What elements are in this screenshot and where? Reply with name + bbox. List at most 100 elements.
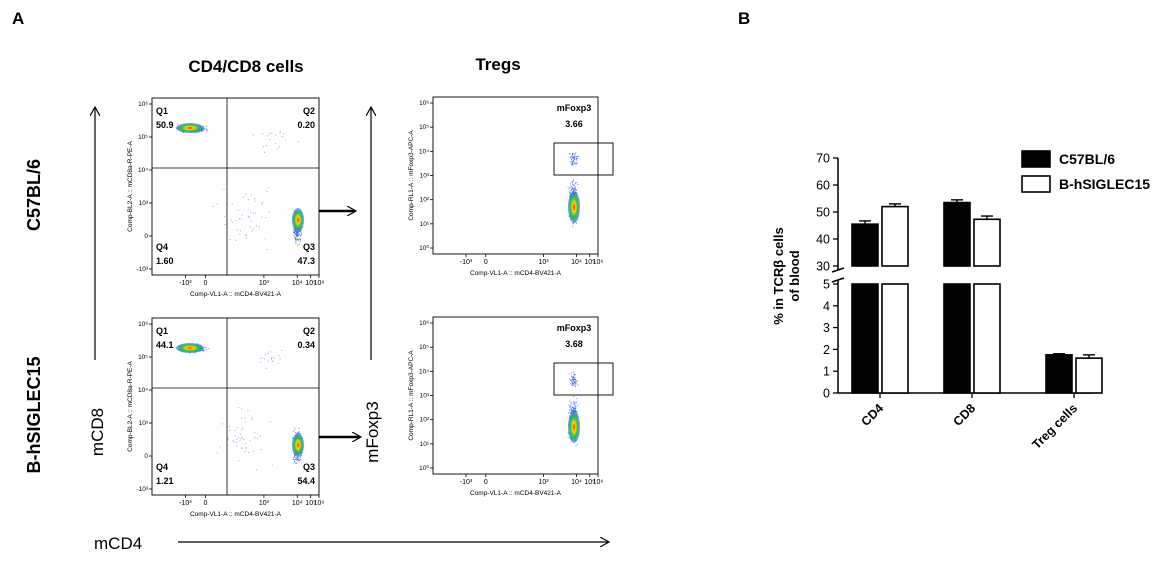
event-dot — [573, 184, 575, 186]
event-dot — [264, 151, 266, 153]
event-dot — [298, 233, 300, 235]
event-dot — [574, 188, 576, 190]
event-dot — [297, 239, 299, 241]
event-dot — [569, 409, 571, 411]
y-tick-label: 10⁶ — [138, 101, 148, 108]
event-dot — [241, 214, 243, 216]
event-dot — [265, 217, 267, 219]
y-tick-label: 0 — [823, 387, 830, 401]
event-dot — [569, 186, 571, 188]
event-dot — [300, 234, 302, 236]
event-dot — [568, 373, 570, 375]
event-dot — [295, 239, 297, 241]
event-dot — [245, 237, 247, 239]
event-dot — [244, 417, 246, 419]
panel-label-a: A — [12, 9, 24, 28]
row-label-hsiglec15: B-hSIGLEC15 — [24, 356, 44, 473]
event-dot — [241, 408, 243, 410]
density-q1 — [176, 343, 204, 353]
event-dot — [568, 215, 570, 217]
y-axis-label: % in TCRβ cellsof blood — [771, 227, 802, 325]
event-dot — [224, 224, 226, 226]
event-dot — [297, 456, 299, 458]
event-dot — [574, 154, 576, 156]
y-tick-label: 60 — [816, 179, 830, 193]
event-dot — [263, 358, 265, 360]
event-dot — [573, 222, 575, 224]
event-dot — [265, 353, 267, 355]
event-dot — [568, 404, 570, 406]
x-tick-label: -10³ — [179, 280, 192, 287]
event-dot — [574, 377, 576, 379]
event-dot — [261, 216, 263, 218]
x-tick-label: 10⁵ — [584, 479, 595, 486]
x-tick-label: 10⁶ — [314, 500, 325, 507]
event-dot — [255, 225, 257, 227]
quadrant-value: 0.34 — [297, 340, 315, 350]
event-dot — [575, 163, 577, 165]
event-dot — [299, 456, 301, 458]
event-dot — [294, 427, 296, 429]
y-tick-label: -10³ — [136, 266, 148, 273]
event-dot — [195, 132, 197, 134]
event-dot — [259, 435, 261, 437]
y-tick-label: 0 — [144, 453, 148, 460]
event-dot — [569, 407, 571, 409]
flow-x-label: Comp-VL1-A :: mCD4-BV421-A — [470, 490, 562, 497]
event-dot — [568, 412, 570, 414]
y-tick-label: 4 — [823, 299, 830, 313]
event-dot — [261, 357, 263, 359]
event-dot — [569, 191, 571, 193]
event-dot — [229, 430, 231, 432]
flow-x-label: Comp-VL1-A :: mCD4-BV421-A — [190, 511, 282, 518]
event-dot — [572, 163, 574, 165]
event-dot — [300, 458, 302, 460]
event-dot — [241, 446, 243, 448]
event-dot — [571, 402, 573, 404]
event-dot — [212, 206, 214, 208]
y-tick-label: 0 — [144, 233, 148, 240]
y-tick-label: 3 — [823, 321, 830, 335]
event-dot — [573, 383, 575, 385]
event-dot — [574, 184, 576, 186]
event-dot — [569, 378, 571, 380]
flow-x-label: Comp-VL1-A :: mCD4-BV421-A — [470, 270, 562, 277]
event-dot — [297, 240, 299, 242]
quadrant-name: Q1 — [156, 106, 168, 116]
event-dot — [294, 461, 296, 463]
event-dot — [261, 203, 263, 205]
event-dot — [278, 146, 280, 148]
event-dot — [233, 441, 235, 443]
event-dot — [267, 135, 269, 137]
y-tick-label: 10⁶ — [419, 100, 429, 107]
event-dot — [297, 232, 299, 234]
event-dot — [568, 153, 570, 155]
event-dot — [248, 215, 250, 217]
event-dot — [204, 349, 206, 351]
event-dot — [575, 156, 577, 158]
event-dot — [572, 378, 574, 380]
y-tick-label: 10⁶ — [138, 321, 148, 328]
mcd4-axis-label: mCD4 — [94, 534, 142, 553]
header-tregs: Tregs — [475, 55, 520, 74]
event-dot — [296, 231, 298, 233]
event-dot — [237, 209, 239, 211]
event-dot — [574, 153, 576, 155]
event-dot — [570, 160, 572, 162]
event-dot — [202, 130, 204, 132]
event-dot — [574, 374, 576, 376]
event-dot — [296, 233, 298, 235]
event-dot — [571, 155, 573, 157]
event-dot — [253, 450, 255, 452]
event-dot — [252, 134, 254, 136]
event-dot — [571, 376, 573, 378]
event-dot — [244, 447, 246, 449]
event-dot — [572, 223, 574, 225]
event-dot — [265, 145, 267, 147]
event-dot — [279, 131, 281, 133]
event-dot — [574, 189, 576, 191]
event-dot — [293, 231, 295, 233]
y-tick-label: 10⁴ — [138, 167, 148, 174]
event-dot — [205, 129, 207, 131]
event-dot — [265, 367, 267, 369]
